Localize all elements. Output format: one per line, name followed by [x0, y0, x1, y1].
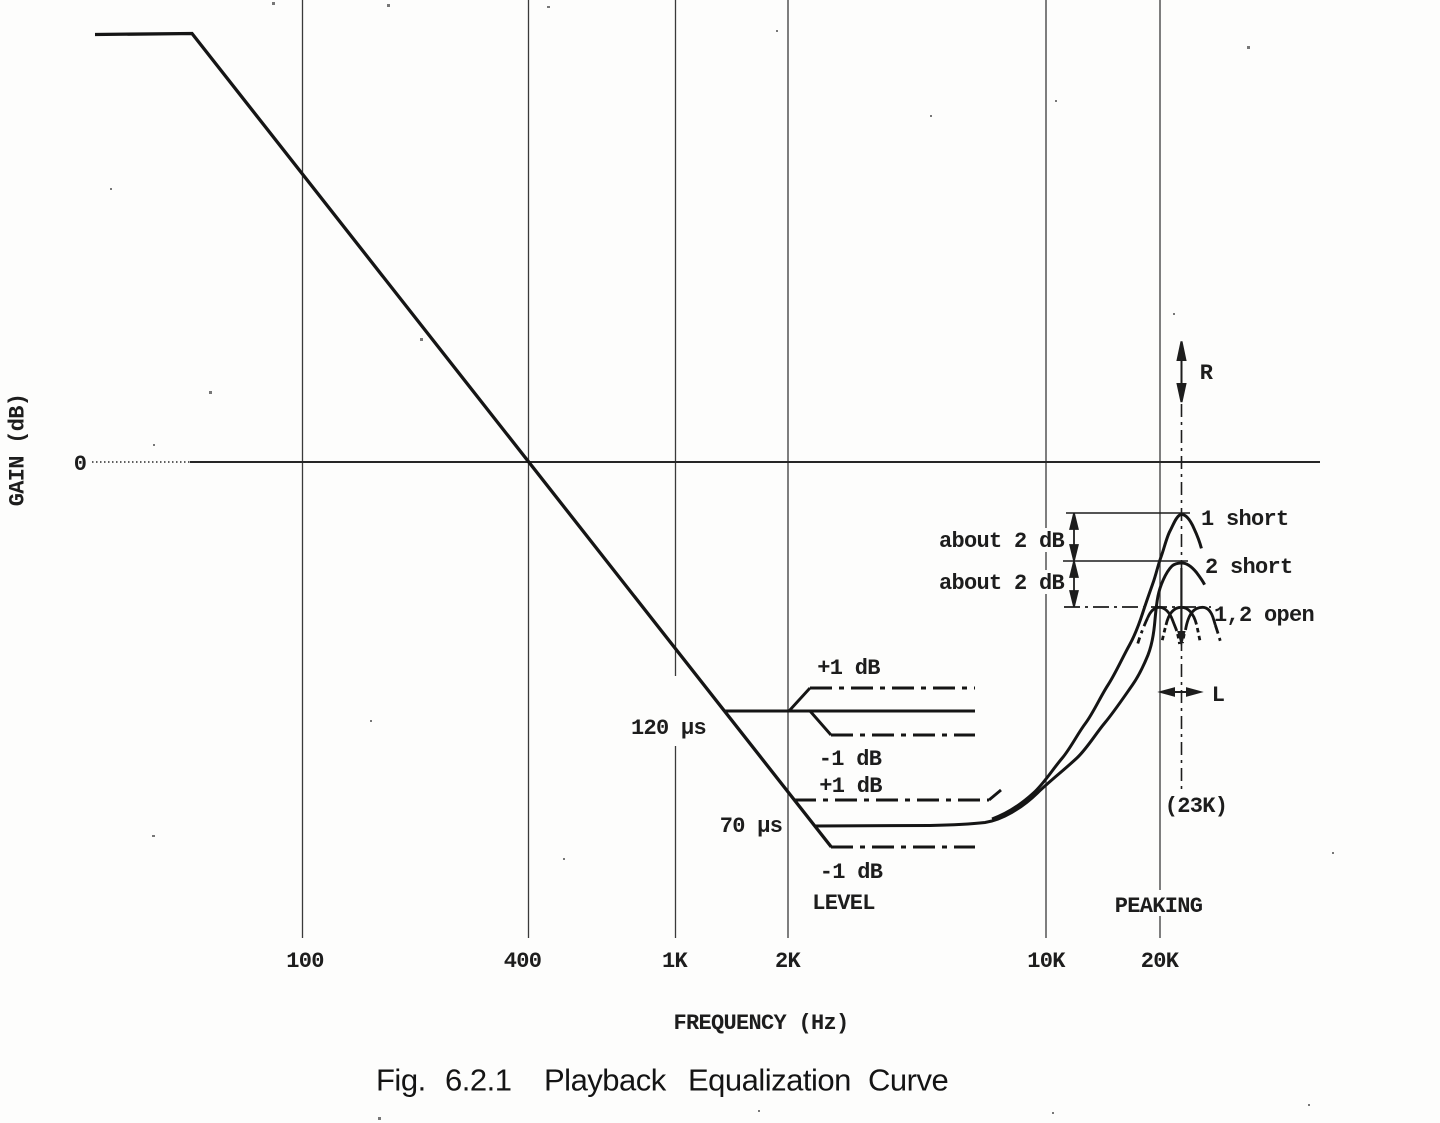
- svg-text:400: 400: [504, 949, 542, 974]
- svg-text:1 short: 1 short: [1201, 507, 1289, 532]
- svg-text:0: 0: [74, 452, 87, 477]
- svg-text:120 µs: 120 µs: [631, 716, 706, 741]
- svg-text:-1 dB: -1 dB: [820, 860, 883, 885]
- svg-text:about 2 dB: about 2 dB: [939, 571, 1065, 596]
- svg-text:(23K): (23K): [1165, 794, 1228, 819]
- svg-text:+1 dB: +1 dB: [817, 656, 880, 681]
- svg-text:-1 dB: -1 dB: [819, 747, 882, 772]
- svg-text:10K: 10K: [1027, 949, 1066, 974]
- svg-text:100: 100: [286, 949, 324, 974]
- svg-text:PEAKING: PEAKING: [1115, 894, 1203, 919]
- svg-text:2K: 2K: [775, 949, 802, 974]
- svg-text:70 µs: 70 µs: [720, 814, 783, 839]
- svg-text:2 short: 2 short: [1205, 555, 1293, 580]
- svg-text:LEVEL: LEVEL: [812, 891, 875, 916]
- svg-text:1,2 open: 1,2 open: [1214, 603, 1314, 628]
- svg-text:FREQUENCY (Hz): FREQUENCY (Hz): [673, 1011, 848, 1036]
- svg-text:1K: 1K: [662, 949, 689, 974]
- svg-text:R: R: [1200, 361, 1214, 386]
- svg-text:GAIN (dB): GAIN (dB): [6, 394, 31, 507]
- svg-text:+1 dB: +1 dB: [819, 774, 882, 799]
- svg-text:about 2 dB: about 2 dB: [939, 529, 1065, 554]
- svg-text:L: L: [1212, 683, 1225, 708]
- svg-text:20K: 20K: [1141, 949, 1180, 974]
